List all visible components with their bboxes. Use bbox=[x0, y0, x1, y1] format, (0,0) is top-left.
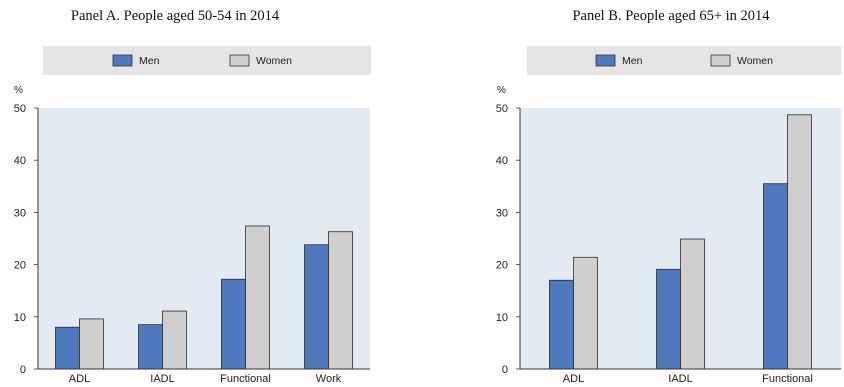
legend-label-men: Men bbox=[622, 55, 643, 67]
bar-women-functional bbox=[245, 225, 270, 370]
x-tick-label: ADL bbox=[563, 373, 584, 385]
y-tick-label: 30 bbox=[14, 207, 26, 219]
legend-label-women: Women bbox=[737, 55, 773, 67]
bar-men-functional bbox=[763, 183, 788, 370]
legend-label-women: Women bbox=[256, 55, 292, 67]
y-tick-label: 10 bbox=[14, 312, 26, 324]
y-tick-label: 0 bbox=[502, 364, 508, 376]
bar-men-work bbox=[304, 244, 329, 370]
x-tick-label: Functional bbox=[762, 373, 813, 385]
legend-swatch-women bbox=[229, 54, 250, 67]
panel-a: Panel A. People aged 50-54 in 2014 Men Wom… bbox=[14, 8, 371, 385]
bar-men-iadl bbox=[138, 324, 163, 370]
bar-men-iadl bbox=[656, 268, 681, 370]
y-unit-label: % bbox=[14, 85, 23, 96]
legend-box bbox=[43, 46, 371, 75]
x-tick-label: Work bbox=[316, 373, 342, 385]
x-tick-label: Functional bbox=[220, 373, 271, 385]
bar-men-adl bbox=[549, 279, 574, 370]
y-tick-label: 50 bbox=[14, 103, 26, 115]
x-tick-label: ADL bbox=[69, 373, 90, 385]
y-tick-label: 40 bbox=[496, 155, 508, 167]
bar-women-work bbox=[328, 231, 353, 370]
bar-women-iadl bbox=[162, 310, 187, 370]
legend-label-men: Men bbox=[139, 55, 160, 67]
y-tick-label: 20 bbox=[14, 260, 26, 272]
y-tick-label: 40 bbox=[14, 155, 26, 167]
legend-swatch-men bbox=[595, 54, 616, 67]
bar-men-functional bbox=[221, 278, 246, 370]
legend-box bbox=[527, 46, 841, 75]
bar-women-functional bbox=[787, 114, 812, 370]
bar-men-adl bbox=[55, 326, 80, 370]
legend-swatch-women bbox=[710, 54, 731, 67]
y-unit-label: % bbox=[497, 85, 506, 96]
bar-women-adl bbox=[79, 318, 104, 370]
y-tick-label: 20 bbox=[496, 260, 508, 272]
x-tick-label: IADL bbox=[150, 373, 174, 385]
y-tick-label: 0 bbox=[20, 364, 26, 376]
x-tick-label: IADL bbox=[668, 373, 692, 385]
y-tick-label: 10 bbox=[496, 312, 508, 324]
chart-title: Panel B. People aged 65+ in 2014 bbox=[572, 8, 770, 24]
y-tick-label: 30 bbox=[496, 207, 508, 219]
panel-b: Panel B. People aged 65+ in 2014 Men Women… bbox=[496, 8, 841, 385]
chart-title: Panel A. People aged 50-54 in 2014 bbox=[71, 8, 280, 24]
legend-swatch-men bbox=[112, 54, 133, 67]
y-tick-label: 50 bbox=[496, 103, 508, 115]
bar-women-adl bbox=[573, 256, 598, 370]
bar-women-iadl bbox=[680, 238, 705, 370]
